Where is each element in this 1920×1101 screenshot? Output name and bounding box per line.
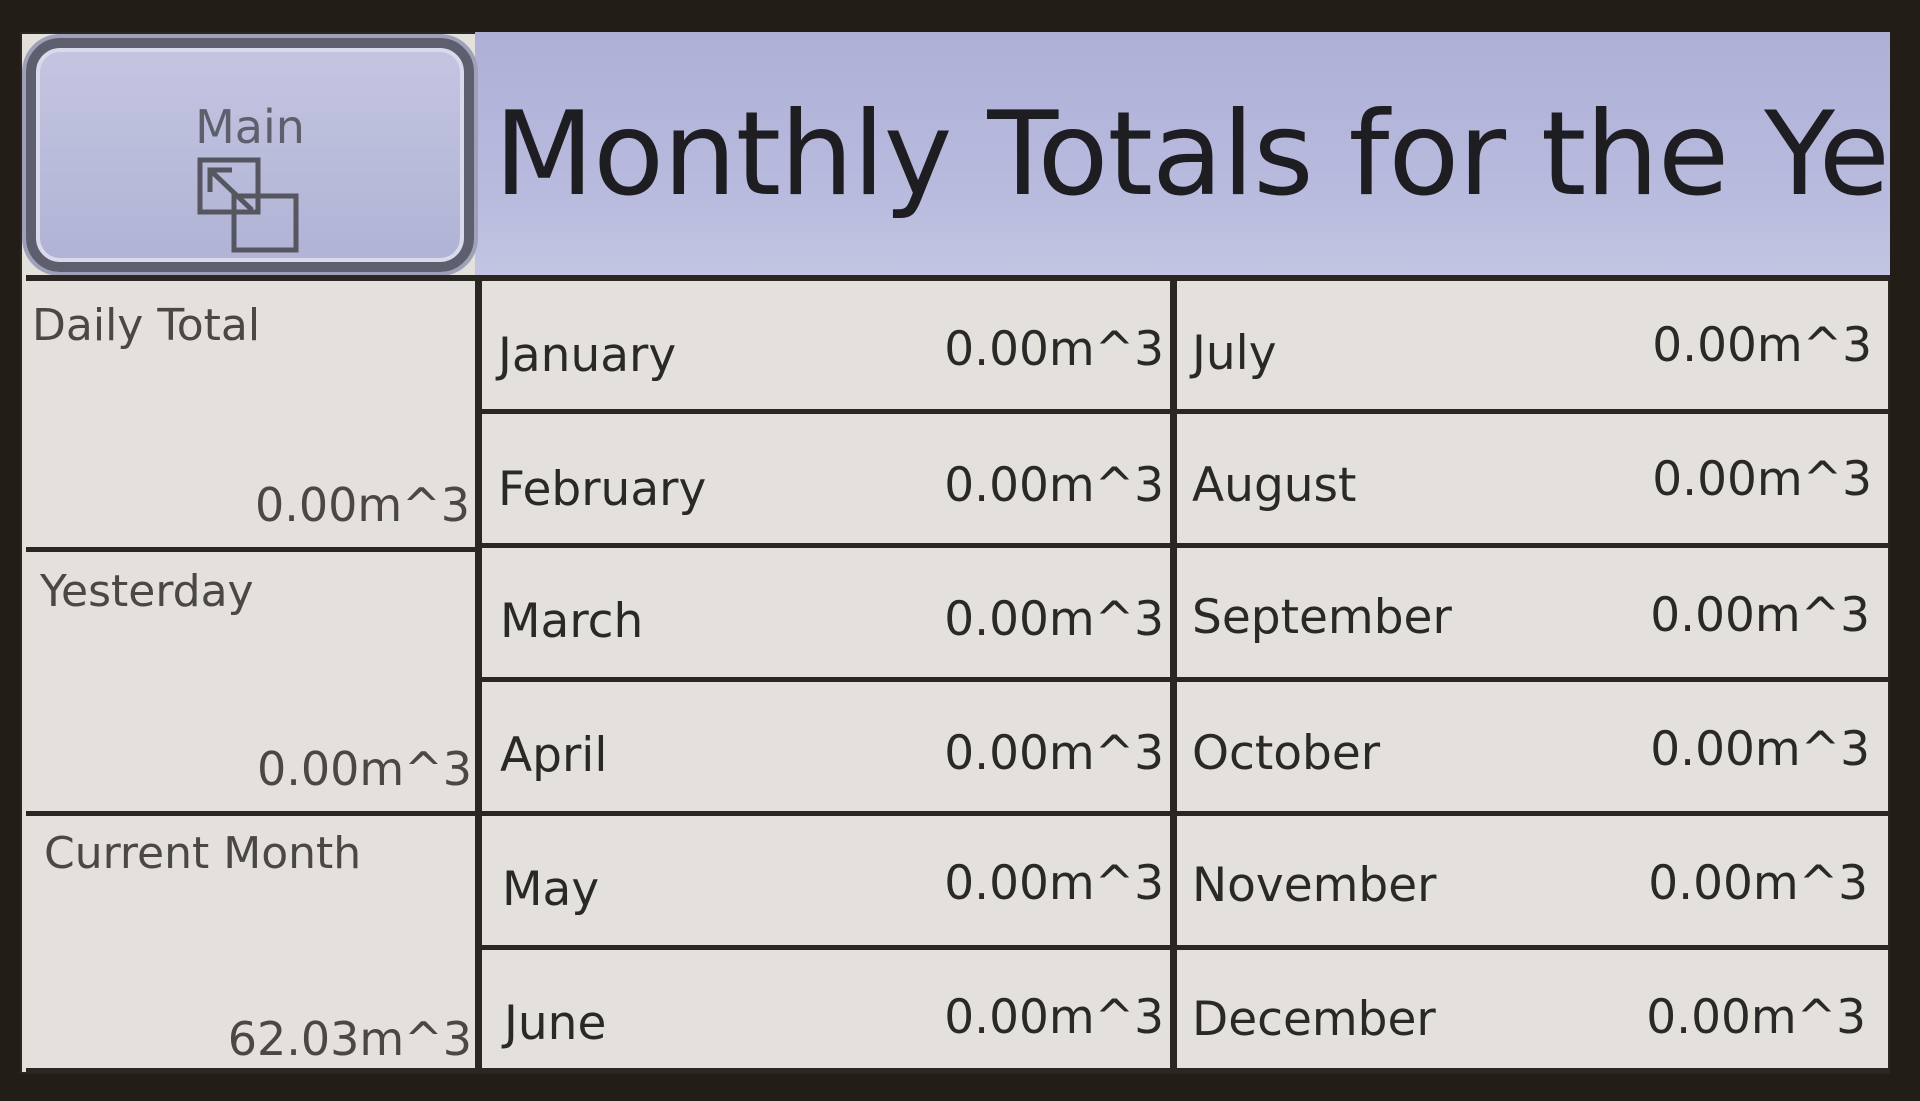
month-label-april: April [500, 728, 608, 783]
main-button-label: Main [195, 100, 305, 154]
current-month-value: 62.03m^3 [227, 1012, 472, 1066]
month-value-march: 0.00m^3 [944, 592, 1164, 647]
month-label-may: May [502, 862, 600, 917]
daily-total-label: Daily Total [32, 300, 261, 351]
page-title: Monthly Totals for the Year [494, 87, 1890, 222]
row-divider-2 [475, 543, 1890, 548]
window-icon [197, 157, 299, 253]
row-divider-3 [475, 677, 1890, 682]
current-month-label: Current Month [44, 828, 362, 879]
month-label-march: March [500, 594, 644, 649]
month-label-november: November [1192, 858, 1437, 913]
month-label-july: July [1192, 326, 1277, 381]
bottom-border [26, 1068, 1890, 1074]
row-divider-1 [475, 409, 1890, 414]
month-value-july: 0.00m^3 [1652, 318, 1872, 373]
month-value-february: 0.00m^3 [944, 458, 1164, 513]
month-value-november: 0.00m^3 [1648, 856, 1868, 911]
month-value-october: 0.00m^3 [1650, 722, 1870, 777]
month-value-december: 0.00m^3 [1646, 990, 1866, 1045]
month-value-may: 0.00m^3 [944, 856, 1164, 911]
month-value-september: 0.00m^3 [1650, 588, 1870, 643]
month-label-june: June [504, 996, 607, 1051]
column-divider-left [475, 275, 482, 1074]
month-value-january: 0.00m^3 [944, 322, 1164, 377]
side-divider-1 [26, 547, 475, 552]
side-divider-2 [26, 811, 475, 816]
header-divider [26, 275, 1890, 281]
column-divider-middle [1170, 275, 1177, 1074]
row-divider-4 [475, 811, 1890, 816]
daily-total-value: 0.00m^3 [254, 478, 470, 532]
month-label-january: January [498, 328, 677, 383]
yesterday-value: 0.00m^3 [256, 742, 472, 796]
month-value-august: 0.00m^3 [1652, 452, 1872, 507]
row-divider-5 [475, 945, 1890, 950]
month-label-august: August [1192, 458, 1357, 513]
main-button[interactable]: Main [26, 38, 474, 272]
month-label-december: December [1192, 992, 1436, 1047]
month-value-june: 0.00m^3 [944, 990, 1164, 1045]
month-value-april: 0.00m^3 [944, 726, 1164, 781]
screen: Monthly Totals for the Year Main Daily T… [20, 32, 1890, 1074]
yesterday-label: Yesterday [40, 566, 254, 617]
month-label-february: February [498, 462, 707, 517]
header-bar [475, 32, 1890, 275]
month-label-september: September [1192, 590, 1452, 645]
month-label-october: October [1192, 726, 1381, 781]
